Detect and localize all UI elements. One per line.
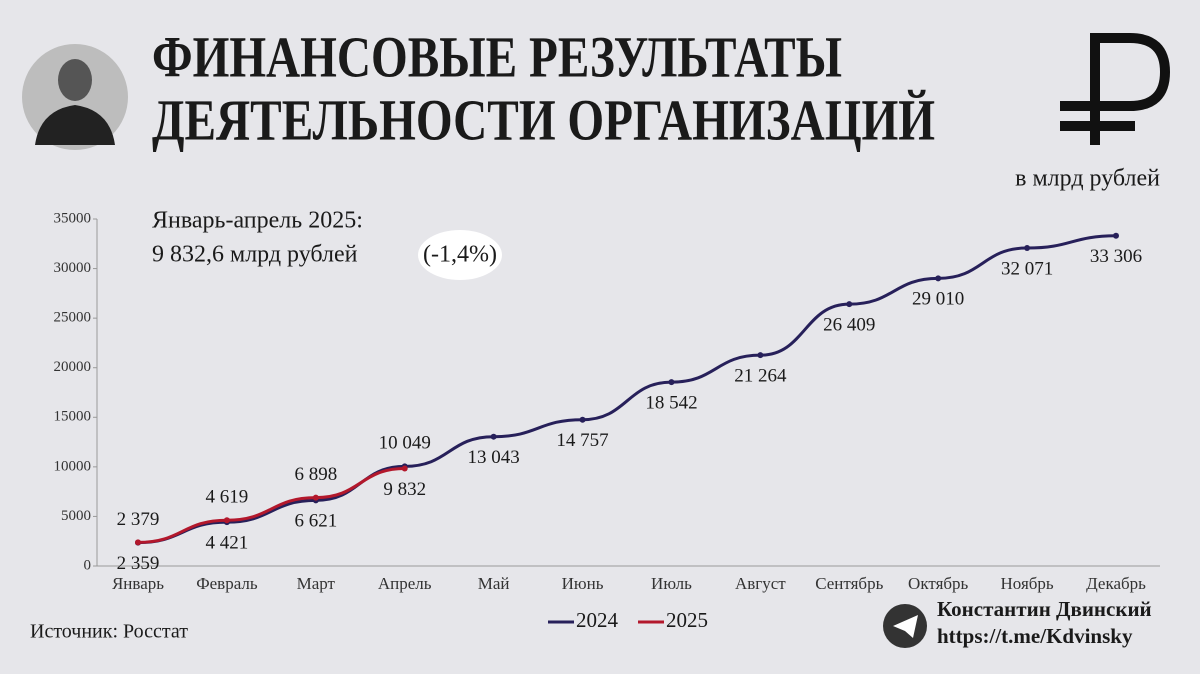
data-label: 9 832 [383, 479, 426, 500]
y-tick-label: 5000 [61, 508, 91, 524]
point [312, 494, 319, 501]
ruble-sign [1060, 33, 1171, 145]
data-label: 29 010 [912, 289, 964, 310]
point [935, 275, 942, 282]
data-label: 18 542 [645, 393, 697, 414]
title-line: ДЕЯТЕЛЬНОСТИ ОРГАНИЗАЦИЙ [152, 87, 935, 152]
author-name: Константин Двинский [937, 597, 1152, 621]
point [135, 539, 141, 546]
y-tick-label: 20000 [54, 359, 92, 375]
x-tick-label: Ноябрь [1000, 574, 1053, 593]
y-tick-label: 10000 [54, 458, 92, 474]
legend-label: 2025 [666, 608, 708, 632]
data-label: 26 409 [823, 315, 875, 336]
x-tick-label: Январь [112, 574, 164, 593]
portrait [22, 44, 128, 150]
y-tick-label: 0 [84, 557, 92, 573]
data-label: 33 306 [1090, 246, 1142, 267]
data-label: 4 421 [206, 533, 249, 554]
y-tick-label: 25000 [54, 310, 92, 326]
title-line: ФИНАНСОВЫЕ РЕЗУЛЬТАТЫ [152, 24, 842, 89]
data-label: 13 043 [468, 447, 520, 468]
annotation: 9 832,6 млрд рублей [152, 242, 358, 268]
data-label: 6 898 [294, 464, 337, 485]
series-line [137, 234, 1117, 545]
legend-label: 2024 [576, 608, 619, 632]
x-tick-label: Июнь [562, 574, 604, 593]
y-tick-label: 15000 [54, 409, 92, 425]
data-label: 6 621 [294, 511, 337, 532]
data-label: 32 071 [1001, 258, 1053, 279]
subtitle: в млрд рублей [1015, 166, 1160, 192]
x-tick-label: Сентябрь [815, 574, 883, 593]
x-tick-label: Декабрь [1086, 574, 1146, 593]
data-label: 21 264 [734, 366, 787, 387]
y-tick-label: 30000 [54, 260, 92, 276]
x-tick-label: Февраль [196, 574, 258, 593]
point [668, 379, 675, 386]
point [1113, 232, 1119, 239]
data-label: 2 379 [117, 509, 160, 530]
annotation: Январь-апрель 2025: [152, 208, 363, 234]
y-tick-label: 35000 [54, 210, 92, 226]
data-label: 10 049 [379, 433, 431, 454]
point [223, 517, 230, 524]
x-tick-label: Июль [651, 574, 692, 593]
x-tick-label: Август [735, 574, 786, 593]
x-tick-label: Апрель [378, 574, 432, 593]
source: Источник: Росстат [30, 621, 188, 643]
point [401, 465, 408, 472]
point [490, 433, 497, 440]
annotation-badge [418, 230, 502, 280]
point [1024, 245, 1031, 252]
series-line [137, 467, 405, 544]
data-label: 2 359 [117, 553, 160, 574]
data-label: 14 757 [556, 430, 608, 451]
x-tick-label: Март [297, 574, 336, 593]
x-tick-label: Май [478, 574, 510, 593]
telegram-icon [883, 604, 927, 648]
author-link: https://t.me/Kdvinsky [937, 624, 1133, 648]
annotation-change: (-1,4%) [423, 242, 497, 268]
point [846, 301, 853, 308]
x-tick-label: Октябрь [908, 574, 968, 593]
data-label: 4 619 [206, 487, 249, 508]
point [579, 416, 586, 423]
point [757, 352, 764, 359]
